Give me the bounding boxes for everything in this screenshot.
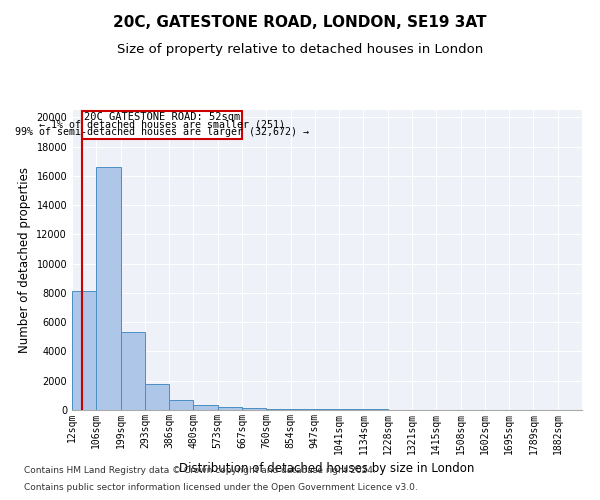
Bar [266, 408, 290, 410]
X-axis label: Distribution of detached houses by size in London: Distribution of detached houses by size … [179, 462, 475, 475]
Bar [121, 332, 145, 410]
Bar [218, 407, 242, 410]
Text: 20C GATESTONE ROAD: 52sqm: 20C GATESTONE ROAD: 52sqm [84, 112, 241, 122]
Y-axis label: Number of detached properties: Number of detached properties [18, 167, 31, 353]
Text: ← 1% of detached houses are smaller (251): ← 1% of detached houses are smaller (251… [39, 120, 285, 130]
Text: Contains HM Land Registry data © Crown copyright and database right 2024.: Contains HM Land Registry data © Crown c… [24, 466, 376, 475]
Text: 20C, GATESTONE ROAD, LONDON, SE19 3AT: 20C, GATESTONE ROAD, LONDON, SE19 3AT [113, 15, 487, 30]
Bar [72, 292, 96, 410]
Bar [96, 167, 121, 410]
Text: 99% of semi-detached houses are larger (32,672) →: 99% of semi-detached houses are larger (… [15, 128, 309, 138]
Bar [242, 408, 266, 410]
Bar [290, 409, 315, 410]
Bar [169, 400, 193, 410]
Bar [145, 384, 169, 410]
Bar [193, 405, 218, 410]
Bar [315, 409, 339, 410]
Text: Contains public sector information licensed under the Open Government Licence v3: Contains public sector information licen… [24, 484, 418, 492]
Text: Size of property relative to detached houses in London: Size of property relative to detached ho… [117, 42, 483, 56]
FancyBboxPatch shape [82, 112, 242, 140]
